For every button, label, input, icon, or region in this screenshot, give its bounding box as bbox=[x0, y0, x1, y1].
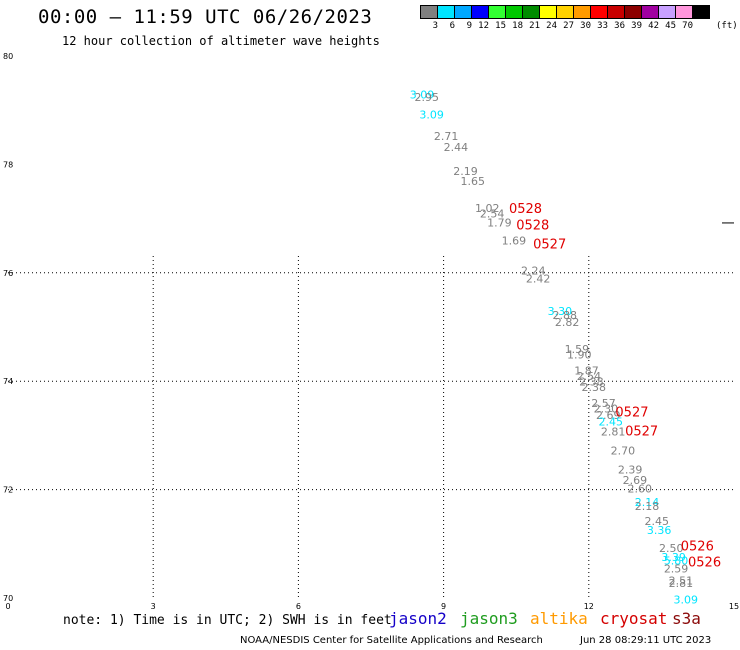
generation-timestamp: Jun 28 08:29:11 UTC 2023 bbox=[580, 635, 712, 646]
color-legend-labels: 3 6 9 12 15 18 21 24 27 30 33 36 39 42 45 70 bbox=[421, 21, 693, 31]
color-legend-unit: (ft) bbox=[716, 21, 738, 31]
wave-height-label: 3.09 bbox=[419, 108, 444, 121]
wave-height-label: 3.30 bbox=[548, 305, 573, 318]
wave-height-label: 2.50 bbox=[659, 542, 684, 555]
wave-height-label: 2.44 bbox=[444, 141, 469, 154]
wave-height-label: 1.87 bbox=[574, 365, 599, 378]
wave-height-label: 2.54 bbox=[480, 208, 505, 221]
wave-height-label: 2.19 bbox=[453, 165, 478, 178]
wave-height-label: 2.81 bbox=[601, 425, 626, 438]
color-legend-label: 70 bbox=[682, 21, 693, 31]
wave-height-label: 2.45 bbox=[598, 416, 623, 429]
satellite-altika-label: altika bbox=[530, 609, 588, 628]
page-subtitle: 12 hour collection of altimeter wave hei… bbox=[62, 34, 380, 48]
color-legend-swatch bbox=[692, 5, 710, 19]
color-legend bbox=[420, 5, 710, 19]
color-legend-label: 45 bbox=[665, 21, 676, 31]
y-tick-label: 76 bbox=[3, 269, 13, 278]
wave-height-label: 2.45 bbox=[644, 515, 669, 528]
color-legend-label: 36 bbox=[614, 21, 625, 31]
pass-time-label: 0526 bbox=[681, 539, 714, 554]
wave-height-label: 1.69 bbox=[502, 235, 527, 248]
wave-height-label: 3.09 bbox=[410, 88, 435, 101]
color-legend-label: 33 bbox=[597, 21, 608, 31]
color-legend-label: 24 bbox=[546, 21, 557, 31]
satellite-s3a-label: s3a bbox=[672, 609, 701, 628]
x-tick-label: 12 bbox=[584, 602, 594, 611]
satellite-jason2-label: jason2 bbox=[389, 609, 447, 628]
wave-height-label: 1.59 bbox=[565, 343, 590, 356]
pass-time-label: 0528 bbox=[509, 202, 542, 217]
wave-height-label: 2.38 bbox=[579, 376, 604, 389]
color-legend-label: 6 bbox=[449, 21, 455, 31]
color-legend-label: 30 bbox=[580, 21, 591, 31]
wave-height-label: 2.69 bbox=[623, 474, 648, 487]
wave-height-label: 2.69 bbox=[596, 409, 621, 422]
wave-height-label: 2.54 bbox=[577, 370, 602, 383]
color-legend-label: 18 bbox=[512, 21, 523, 31]
wave-height-label: 1.79 bbox=[487, 217, 512, 230]
wave-height-label: 2.57 bbox=[591, 397, 616, 410]
pass-time-label: 0527 bbox=[625, 424, 658, 439]
y-tick-label: 78 bbox=[3, 160, 13, 169]
wave-height-label: 2.88 bbox=[553, 309, 578, 322]
wave-height-label: 2.59 bbox=[664, 563, 689, 576]
x-tick-label: 6 bbox=[296, 602, 301, 611]
wave-height-label: 1.65 bbox=[461, 175, 486, 188]
wave-height-label: 2.71 bbox=[434, 130, 459, 143]
y-tick-label: 74 bbox=[3, 377, 13, 386]
color-legend-label: 3 bbox=[432, 21, 438, 31]
wave-height-label: 3.36 bbox=[647, 524, 672, 537]
satellite-cryosat-label: cryosat bbox=[600, 609, 668, 628]
wave-height-label: 2.60 bbox=[628, 482, 653, 495]
page-title: 00:00 — 11:59 UTC 06/26/2023 bbox=[38, 6, 373, 28]
wave-height-label: 2.38 bbox=[582, 381, 607, 394]
wave-height-label: 2.82 bbox=[555, 316, 580, 329]
satellite-jason3-label: jason3 bbox=[460, 609, 518, 628]
color-legend-label: 21 bbox=[529, 21, 540, 31]
x-tick-label: 3 bbox=[151, 602, 156, 611]
pass-time-label: 0527 bbox=[533, 237, 566, 252]
wave-height-label: 1.02 bbox=[475, 202, 500, 215]
wave-height-label: 2.39 bbox=[618, 463, 643, 476]
color-legend-label: 12 bbox=[478, 21, 489, 31]
wave-height-label: 2.70 bbox=[611, 444, 636, 457]
wave-height-label: 2.42 bbox=[526, 273, 551, 286]
wave-height-label: 2.30 bbox=[594, 403, 619, 416]
pass-time-label: 0528 bbox=[516, 218, 549, 233]
x-tick-label: 15 bbox=[729, 602, 739, 611]
y-tick-label: 70 bbox=[3, 594, 13, 603]
color-legend-label: 39 bbox=[631, 21, 642, 31]
wave-height-label: 2.24 bbox=[521, 264, 546, 277]
wave-height-label: 2.51 bbox=[669, 574, 694, 587]
pass-time-label: 0526 bbox=[688, 556, 721, 571]
credit-line: NOAA/NESDIS Center for Satellite Applica… bbox=[240, 635, 543, 646]
color-legend-label: 15 bbox=[495, 21, 506, 31]
x-tick-label: 0 bbox=[5, 602, 10, 611]
wave-height-label: 3.09 bbox=[674, 593, 699, 606]
wave-height-label: 2.81 bbox=[669, 577, 694, 590]
y-tick-label: 72 bbox=[3, 486, 13, 495]
y-tick-label: 80 bbox=[3, 52, 13, 61]
wave-height-label: 2.18 bbox=[635, 500, 660, 513]
wave-height-label: 2.14 bbox=[635, 496, 660, 509]
color-legend-label: 9 bbox=[466, 21, 472, 31]
x-tick-label: 9 bbox=[441, 602, 446, 611]
color-legend-label: 27 bbox=[563, 21, 574, 31]
wave-height-label: 3.39 bbox=[661, 551, 686, 564]
pass-time-label: 0527 bbox=[615, 405, 648, 420]
color-legend-label: 42 bbox=[648, 21, 659, 31]
wave-height-label: 5.80 bbox=[664, 554, 689, 567]
wave-height-label: 2.95 bbox=[415, 91, 440, 104]
footer-note: note: 1) Time is in UTC; 2) SWH is in fe… bbox=[63, 613, 392, 628]
wave-height-label: 1.90 bbox=[567, 348, 592, 361]
